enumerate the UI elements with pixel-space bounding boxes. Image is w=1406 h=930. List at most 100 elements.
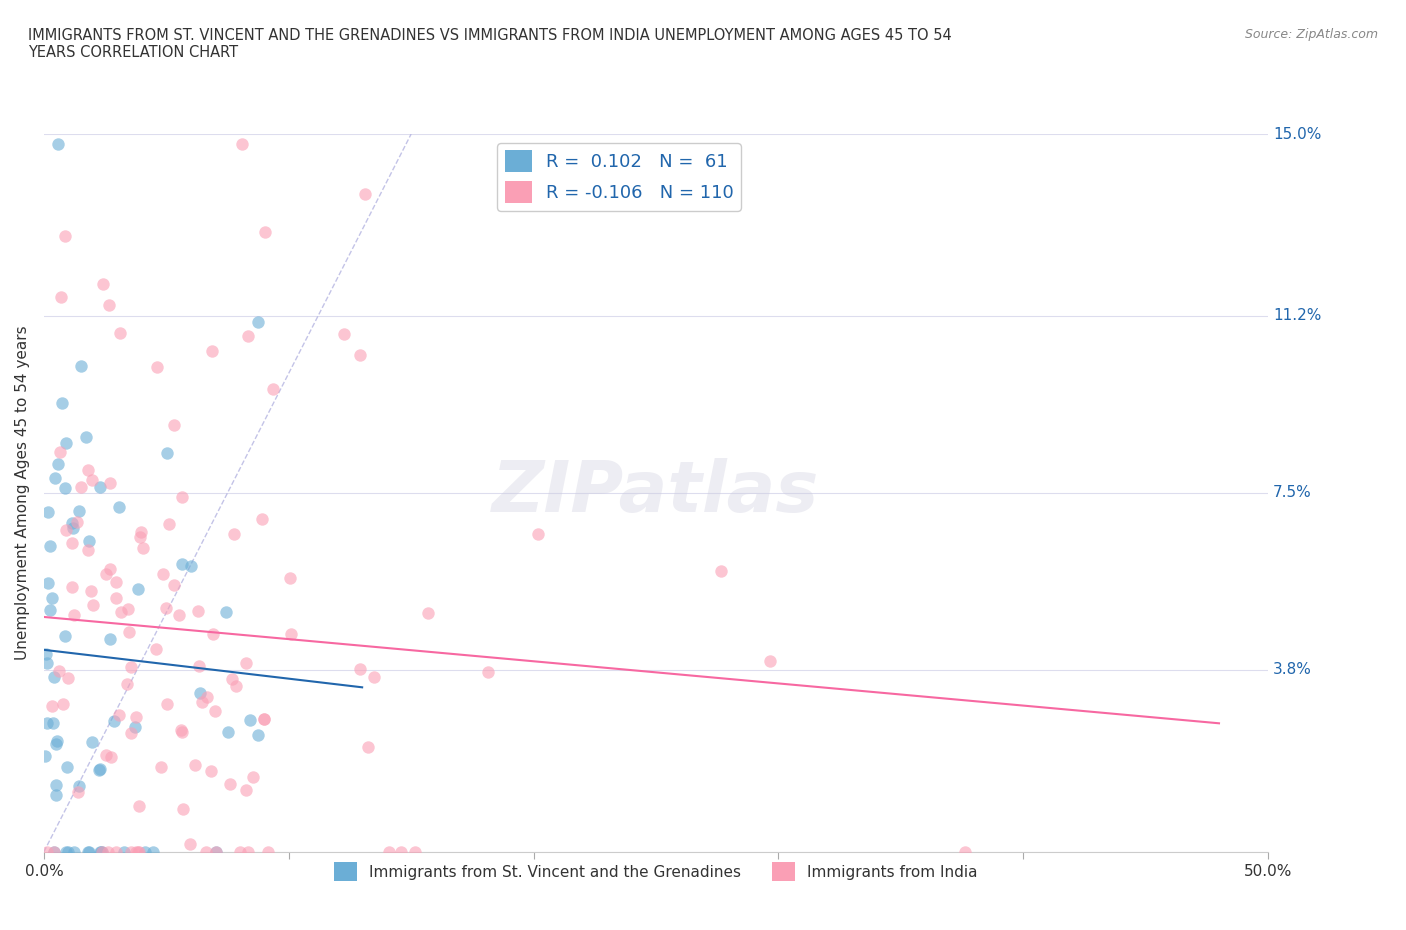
Point xyxy=(98,562,121,577)
Text: 7.5%: 7.5% xyxy=(1272,485,1312,500)
Point xyxy=(77,543,100,558)
Point xyxy=(235,656,257,671)
Point xyxy=(100,631,122,646)
Point xyxy=(145,641,167,656)
Text: 15.0%: 15.0% xyxy=(1272,126,1322,141)
Point xyxy=(89,762,111,777)
Point xyxy=(108,500,131,515)
Point xyxy=(201,343,224,358)
Point xyxy=(163,418,186,432)
Point xyxy=(55,523,77,538)
Point xyxy=(120,844,142,859)
Point xyxy=(35,656,58,671)
Point xyxy=(131,525,153,539)
Point xyxy=(77,462,100,477)
Point xyxy=(37,576,59,591)
Point xyxy=(242,770,264,785)
Point xyxy=(127,844,149,859)
Point xyxy=(104,591,127,605)
Point xyxy=(100,475,122,490)
Point xyxy=(44,670,66,684)
Point xyxy=(35,844,58,859)
Point xyxy=(56,844,79,859)
Point xyxy=(759,654,782,669)
Point xyxy=(404,844,426,859)
Point xyxy=(416,605,439,620)
Point xyxy=(262,382,284,397)
Point xyxy=(256,844,278,859)
Point xyxy=(159,516,181,531)
Point xyxy=(44,844,66,859)
Point xyxy=(129,530,152,545)
Point xyxy=(225,679,247,694)
Point xyxy=(117,601,139,616)
Point xyxy=(221,671,243,686)
Point xyxy=(184,757,207,772)
Text: Source: ZipAtlas.com: Source: ZipAtlas.com xyxy=(1244,28,1378,41)
Point xyxy=(132,540,155,555)
Point xyxy=(108,708,131,723)
Point xyxy=(180,559,202,574)
Point xyxy=(149,760,172,775)
Point xyxy=(46,136,69,151)
Point xyxy=(195,689,218,704)
Point xyxy=(93,277,115,292)
Point xyxy=(53,228,76,243)
Point xyxy=(52,697,75,711)
Point xyxy=(333,326,356,341)
Point xyxy=(87,763,110,777)
Point xyxy=(120,659,142,674)
Point xyxy=(89,480,111,495)
Point xyxy=(253,711,276,726)
Point xyxy=(156,446,179,461)
Point xyxy=(49,445,72,459)
Point xyxy=(67,504,90,519)
Point xyxy=(48,664,70,679)
Point xyxy=(55,844,77,859)
Point xyxy=(90,844,112,859)
Point xyxy=(204,703,226,718)
Point xyxy=(349,347,371,362)
Point xyxy=(200,764,222,778)
Point xyxy=(172,802,194,817)
Point xyxy=(108,326,131,340)
Point xyxy=(104,575,127,590)
Point xyxy=(118,624,141,639)
Point xyxy=(82,598,104,613)
Point xyxy=(77,534,100,549)
Point xyxy=(278,570,301,585)
Point xyxy=(77,844,100,859)
Text: 3.8%: 3.8% xyxy=(1272,662,1312,677)
Point xyxy=(42,716,65,731)
Point xyxy=(66,514,89,529)
Point xyxy=(146,359,169,374)
Point xyxy=(51,395,73,410)
Point xyxy=(128,798,150,813)
Point xyxy=(62,521,84,536)
Text: IMMIGRANTS FROM ST. VINCENT AND THE GRENADINES VS IMMIGRANTS FROM INDIA UNEMPLOY: IMMIGRANTS FROM ST. VINCENT AND THE GREN… xyxy=(28,28,952,60)
Point xyxy=(280,627,302,642)
Point xyxy=(110,604,132,619)
Point xyxy=(35,647,58,662)
Point xyxy=(134,844,156,859)
Point xyxy=(37,505,59,520)
Point xyxy=(247,728,270,743)
Point xyxy=(354,186,377,201)
Point xyxy=(215,604,238,619)
Point xyxy=(239,712,262,727)
Point xyxy=(188,685,211,700)
Point xyxy=(60,579,83,594)
Point xyxy=(477,664,499,679)
Point xyxy=(82,735,104,750)
Point xyxy=(44,471,66,485)
Point xyxy=(217,725,239,740)
Point xyxy=(80,472,103,487)
Point xyxy=(170,489,193,504)
Point xyxy=(127,581,149,596)
Point xyxy=(167,608,190,623)
Point xyxy=(105,844,128,859)
Point xyxy=(96,748,118,763)
Point xyxy=(67,778,90,793)
Point xyxy=(163,578,186,592)
Point xyxy=(56,671,79,685)
